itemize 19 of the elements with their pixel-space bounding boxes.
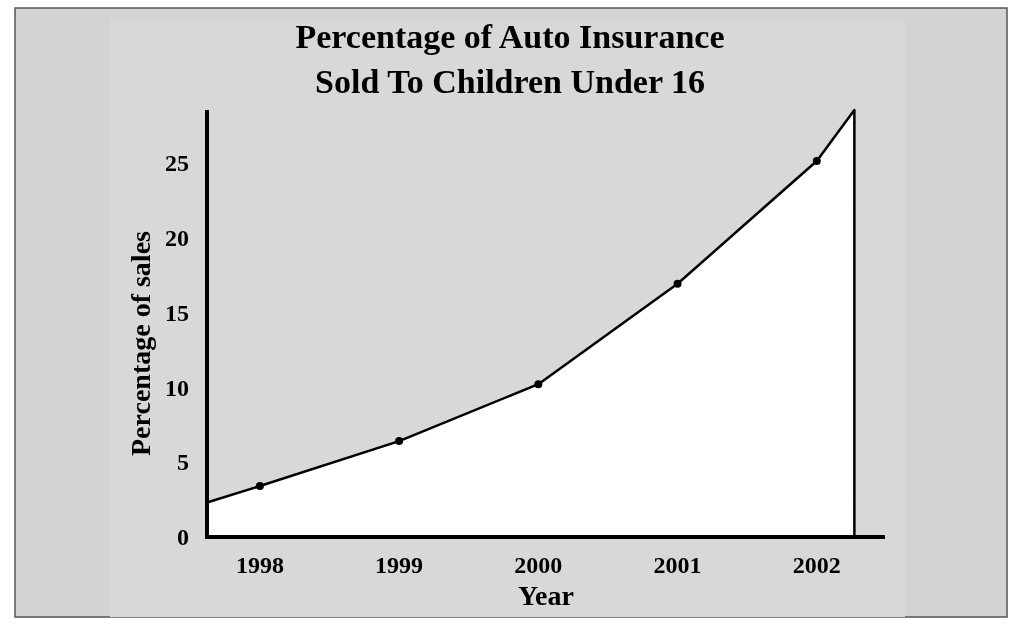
point bbox=[255, 482, 264, 491]
x-axis-title: Year bbox=[518, 580, 574, 611]
chart-title: Percentage of Auto Insurance Sold To Children Under 16 bbox=[295, 18, 725, 100]
y-tick-label: 20 bbox=[165, 224, 189, 251]
y-tick-label: 25 bbox=[165, 149, 189, 176]
point bbox=[673, 279, 682, 288]
y-axis-title: Percentage of sales bbox=[125, 230, 156, 456]
x-tick-label: 1998 bbox=[235, 552, 284, 578]
y-tick-label: 5 bbox=[177, 449, 189, 476]
point bbox=[534, 380, 543, 389]
point bbox=[812, 156, 821, 165]
x-tick-label: 1999 bbox=[375, 552, 424, 578]
point bbox=[395, 437, 404, 446]
y-tick-label: 0 bbox=[177, 524, 189, 551]
y-tick-label: 10 bbox=[165, 374, 189, 401]
y-tick-label: 15 bbox=[165, 299, 189, 326]
x-tick-label: 2002 bbox=[792, 552, 841, 578]
x-tick-label: 2000 bbox=[514, 552, 563, 578]
x-tick-label: 2001 bbox=[653, 552, 702, 578]
